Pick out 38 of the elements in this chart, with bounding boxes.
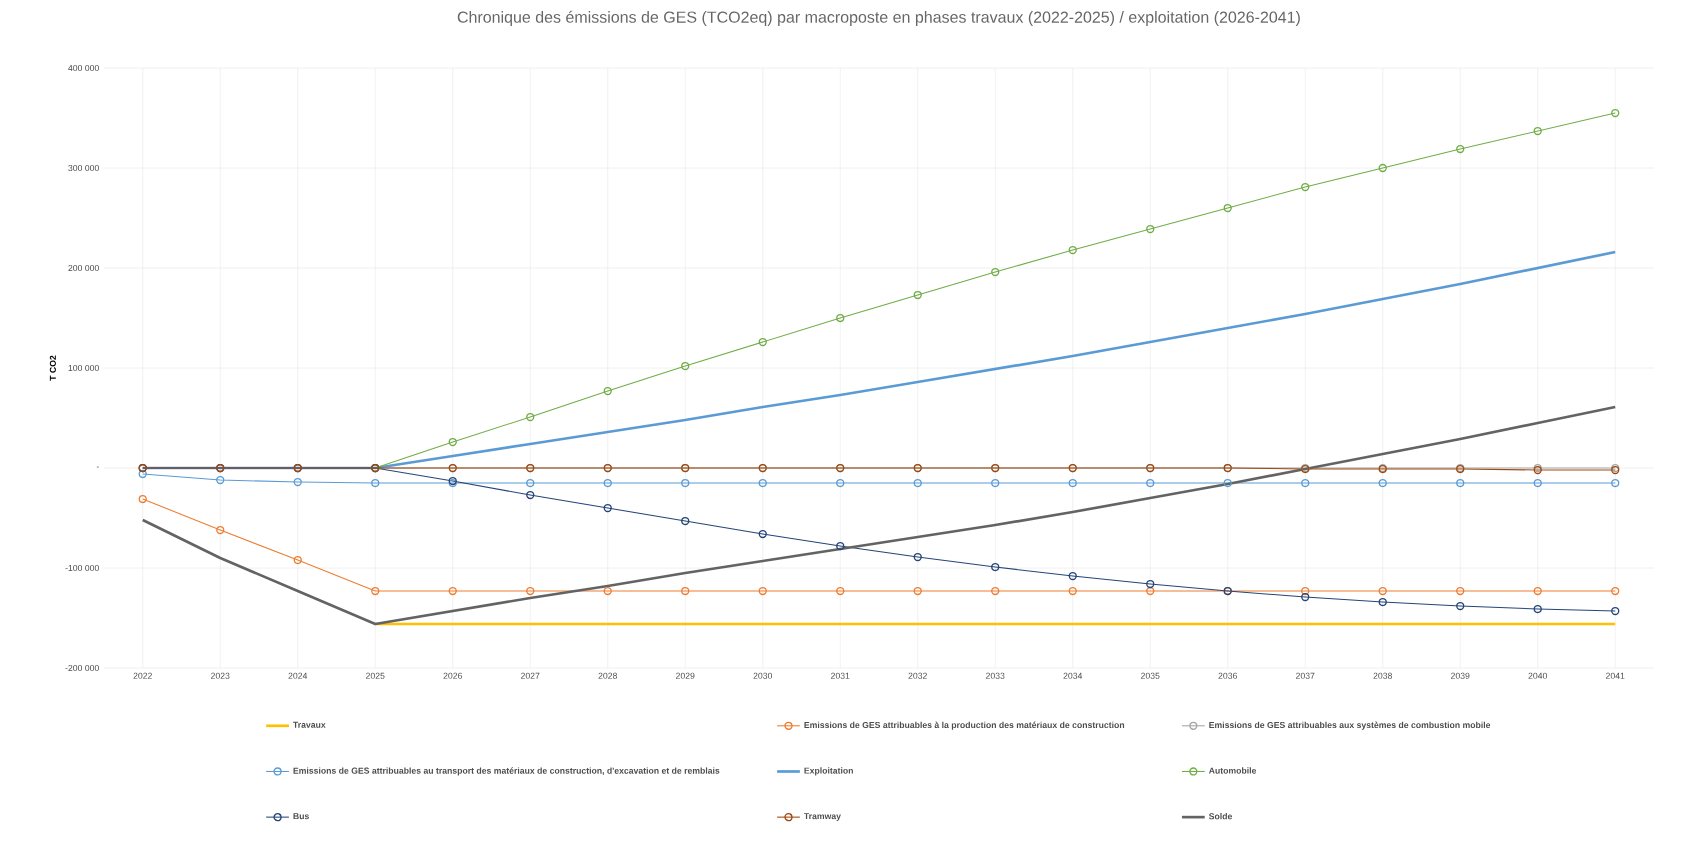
x-tick-label: 2040 — [1528, 672, 1548, 679]
x-tick-label: 2025 — [366, 672, 385, 679]
x-tick-label: 2035 — [1141, 672, 1160, 679]
y-tick-label: 400 000 — [68, 64, 99, 72]
legend-label: Emissions de GES attribuables au transport des matériaux de construction, d'excavation et de remblais — [293, 767, 720, 776]
x-tick-label: 2038 — [1373, 672, 1392, 679]
legend-label: Solde — [1208, 813, 1233, 820]
x-tick-label: 2030 — [753, 672, 773, 679]
y-tick-label: - — [96, 466, 99, 468]
y-tick-label: -200 000 — [65, 664, 99, 672]
x-tick-label: 2041 — [1606, 672, 1625, 679]
x-tick-label: 2024 — [288, 672, 308, 679]
x-tick-label: 2033 — [986, 672, 1005, 679]
legend-label: Emissions de GES attribuables aux systèmes de combustion mobile — [1209, 721, 1491, 730]
y-tick-label: -100 000 — [65, 564, 99, 572]
x-tick-label: 2026 — [443, 672, 462, 679]
x-tick-label: 2027 — [521, 672, 540, 679]
legend-label: Emissions de GES attribuables à la production des matériaux de construction — [804, 721, 1125, 730]
x-tick-label: 2037 — [1296, 672, 1315, 679]
x-tick-label: 2036 — [1218, 672, 1237, 679]
x-tick-label: 2023 — [211, 672, 230, 679]
x-tick-label: 2039 — [1451, 672, 1470, 679]
y-tick-label: 200 000 — [68, 264, 99, 272]
legend-label: Tramway — [803, 813, 841, 821]
y-tick-label: 100 000 — [68, 364, 99, 372]
x-tick-label: 2031 — [831, 672, 850, 679]
legend-label: Bus — [293, 813, 309, 820]
chart-title: Chronique des émissions de GES (TCO2eq) par macroposte en phases travaux (2022-2025) / exploitation (2026-2041) — [457, 10, 1300, 26]
legend-label: Exploitation — [804, 767, 853, 776]
legend-label: Automobile — [1208, 767, 1257, 774]
x-tick-label: 2034 — [1063, 672, 1083, 679]
x-tick-label: 2028 — [598, 672, 617, 679]
y-axis-title: T CO2 — [49, 355, 56, 381]
x-tick-label: 2032 — [908, 672, 927, 679]
x-tick-label: 2022 — [133, 672, 152, 679]
legend-label: Travaux — [293, 721, 326, 728]
y-tick-label: 300 000 — [68, 164, 99, 172]
x-tick-label: 2029 — [676, 672, 695, 679]
